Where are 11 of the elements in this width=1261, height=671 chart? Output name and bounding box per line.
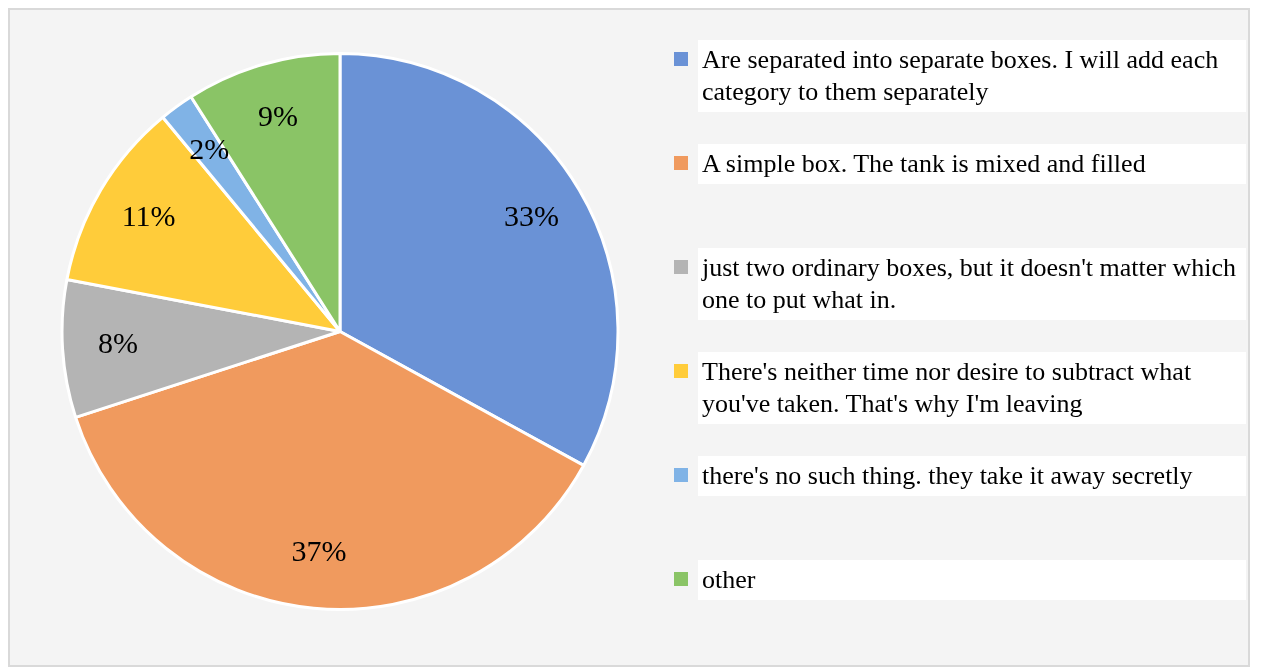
legend-label: just two ordinary boxes, but it doesn't matter which one to put what in.: [698, 248, 1246, 320]
legend-label: Are separated into separate boxes. I will add each category to them separately: [698, 40, 1246, 112]
data-label: 9%: [257, 98, 298, 132]
legend-label: There's neither time nor desire to subtract what you've taken. That's why I'm leaving: [698, 352, 1246, 424]
legend-label: there's no such thing. they take it away secretly: [698, 456, 1246, 496]
data-label: 8%: [98, 326, 139, 360]
legend-label: A simple box. The tank is mixed and filled: [698, 144, 1246, 184]
data-label: 11%: [121, 199, 176, 233]
data-label: 33%: [503, 199, 559, 233]
legend-label: other: [698, 560, 1246, 600]
data-label: 37%: [291, 533, 347, 567]
